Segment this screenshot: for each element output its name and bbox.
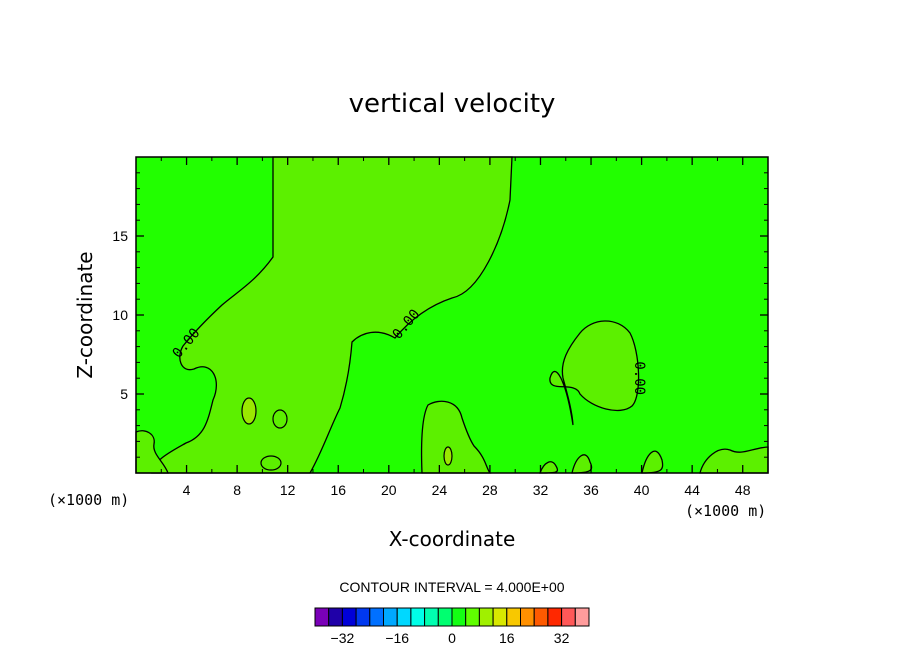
x-tick-label: 12 [280, 482, 296, 498]
colorbar-tick-label: 16 [499, 630, 515, 646]
colorbar-swatch [561, 607, 576, 627]
colorbar-swatch [369, 607, 384, 627]
x-tick-label: 8 [233, 482, 241, 498]
colorbar-swatch [492, 607, 508, 627]
x-tick-label: 20 [381, 482, 397, 498]
x-unit-left: (×1000 m) [48, 491, 129, 509]
x-tick-label: 40 [634, 482, 650, 498]
colorbar-swatch [547, 607, 563, 627]
chart-title: vertical velocity [349, 89, 556, 119]
colorbar-swatch [506, 607, 521, 627]
colorbar-swatch [314, 607, 330, 627]
colorbar-swatch [341, 607, 357, 627]
positive-cell-small-3 [443, 446, 453, 466]
colorbar-swatch [328, 607, 343, 627]
colorbar-swatch [478, 607, 494, 627]
colorbar-swatch [574, 607, 590, 627]
colorbar-swatch [410, 607, 426, 627]
colorbar-tick-label: −32 [331, 630, 355, 646]
x-tick-label: 36 [583, 482, 599, 498]
y-axis: 5 10 15 [112, 172, 768, 458]
colorbar: −32 −16 0 16 32 [314, 607, 590, 646]
x-axis: 4 8 12 16 20 24 28 32 36 40 44 48 [160, 157, 751, 498]
x-tick-label: 24 [432, 482, 448, 498]
colorbar-swatch [451, 607, 467, 627]
x-tick-label: 4 [183, 482, 191, 498]
y-tick-label: 15 [112, 228, 128, 244]
colorbar-swatch [520, 607, 535, 627]
colorbar-swatch [465, 607, 480, 627]
x-tick-label: 44 [684, 482, 700, 498]
colorbar-swatch [533, 607, 549, 627]
x-tick-label: 16 [330, 482, 346, 498]
contour-interval: CONTOUR INTERVAL = 4.000E+00 [339, 579, 564, 595]
positive-cell-small-1 [241, 397, 257, 425]
colorbar-tick-label: −16 [385, 630, 409, 646]
y-tick-label: 10 [112, 307, 128, 323]
positive-region-low-1 [420, 400, 492, 474]
contour-label: 0.00 [631, 361, 647, 395]
colorbar-swatch [396, 607, 412, 627]
positive-cell-small-2 [272, 409, 288, 429]
colorbar-swatch [424, 607, 439, 627]
x-tick-label: 48 [735, 482, 751, 498]
positive-cell-small-4 [260, 455, 282, 471]
positive-region-low-6 [641, 450, 664, 474]
y-tick-label: 5 [120, 386, 128, 402]
colorbar-swatch [383, 607, 398, 627]
positive-region-low-2 [135, 430, 169, 474]
y-axis-label: Z-coordinate [73, 251, 97, 378]
colorbar-swatch [437, 607, 453, 627]
colorbar-swatch [355, 607, 371, 627]
x-tick-label: 28 [482, 482, 498, 498]
x-tick-label: 32 [533, 482, 549, 498]
colorbar-tick-label: 0 [448, 630, 456, 646]
positive-region-low-3 [699, 446, 769, 474]
x-unit-right: (×1000 m) [685, 502, 766, 520]
x-axis-label: X-coordinate [389, 527, 516, 551]
positive-region-hook [549, 320, 640, 426]
colorbar-tick-label: 32 [554, 630, 570, 646]
plot-area: 0.00 0.00 0.00 [135, 156, 769, 474]
positive-region-low-5 [571, 454, 593, 474]
